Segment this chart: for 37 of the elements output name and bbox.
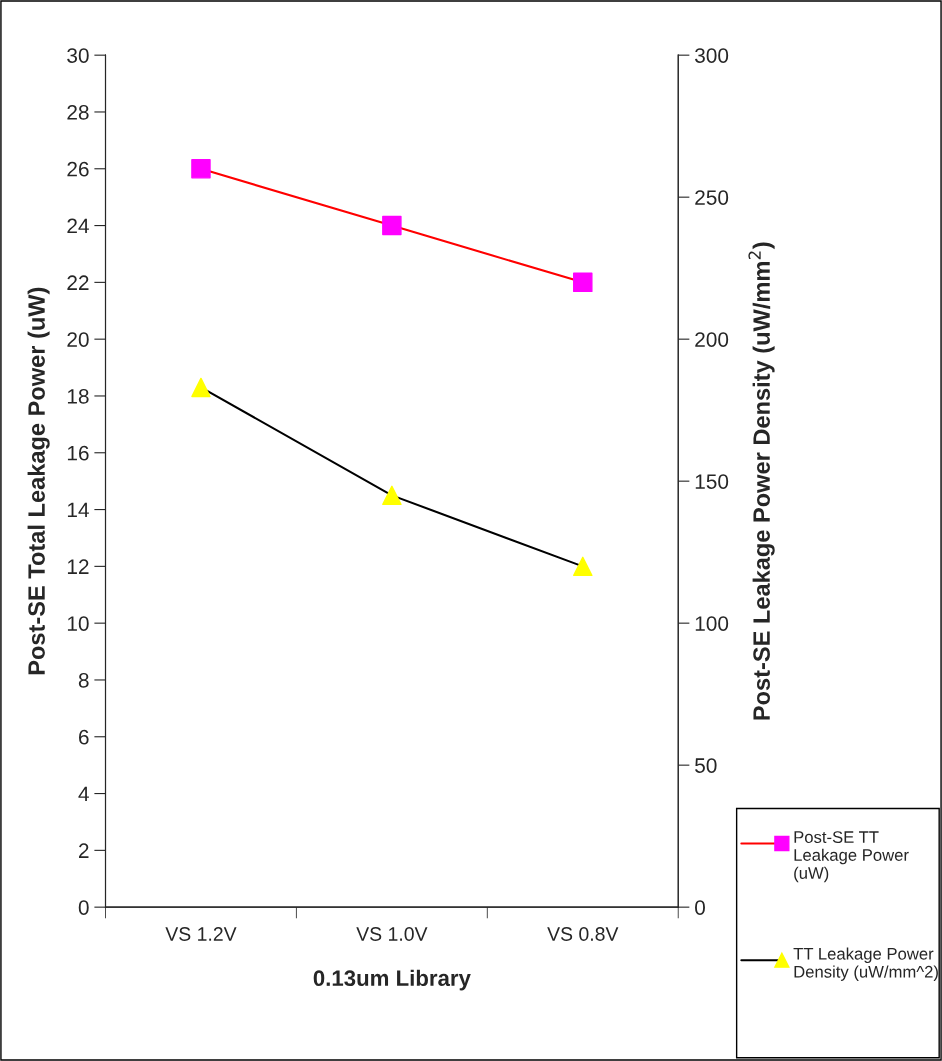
x-tick-label: VS 0.8V bbox=[547, 927, 619, 941]
point bbox=[382, 215, 402, 236]
y2-tick-label: 250 bbox=[695, 190, 729, 205]
y-tick-label: 12 bbox=[67, 559, 89, 574]
y2-tick-label: 50 bbox=[695, 758, 717, 773]
y-tick-label: 30 bbox=[67, 48, 89, 63]
point bbox=[573, 272, 593, 293]
y-tick-label: 2 bbox=[78, 843, 89, 858]
y-tick-label: 22 bbox=[67, 275, 89, 290]
y-axis-title: Post-SE Total Leakage Power (uW) bbox=[27, 287, 50, 675]
y-tick-label: 10 bbox=[67, 616, 89, 631]
y-tick-label: 28 bbox=[67, 104, 89, 120]
y-tick-label: 20 bbox=[67, 332, 89, 347]
y2-tick-label: 0 bbox=[695, 900, 705, 915]
y-tick-label: 0 bbox=[78, 900, 89, 915]
point bbox=[191, 159, 211, 179]
y2-axis-title: Post-SE Leakage Power Density (uW/mm$^{2}$) bbox=[748, 242, 775, 720]
y-tick-label: 16 bbox=[67, 445, 89, 461]
x-tick-label: VS 1.0V bbox=[356, 927, 428, 941]
point bbox=[191, 377, 211, 398]
legend-label: TT Leakage Power Density (uW/mm^2) bbox=[793, 947, 938, 981]
y2-tick-label: 200 bbox=[695, 332, 729, 347]
y-tick-label: 6 bbox=[79, 729, 89, 745]
legend-label: Post-SE TT Leakage Power (uW) bbox=[794, 831, 909, 883]
x-tick-label: VS 1.2V bbox=[165, 927, 237, 941]
y2-tick-label: 150 bbox=[695, 474, 729, 489]
y2-tick-label: 100 bbox=[695, 616, 729, 631]
y-tick-label: 26 bbox=[67, 161, 89, 177]
y-tick-label: 4 bbox=[78, 786, 89, 802]
y-tick-label: 14 bbox=[67, 502, 89, 518]
x-axis-title: 0.13um Library bbox=[313, 969, 471, 991]
y-tick-label: 18 bbox=[67, 388, 89, 404]
point bbox=[573, 556, 593, 577]
y2-tick-label: 300 bbox=[695, 48, 729, 63]
y-tick-label: 8 bbox=[78, 672, 89, 688]
y-tick-label: 24 bbox=[67, 218, 89, 234]
point bbox=[382, 485, 402, 506]
